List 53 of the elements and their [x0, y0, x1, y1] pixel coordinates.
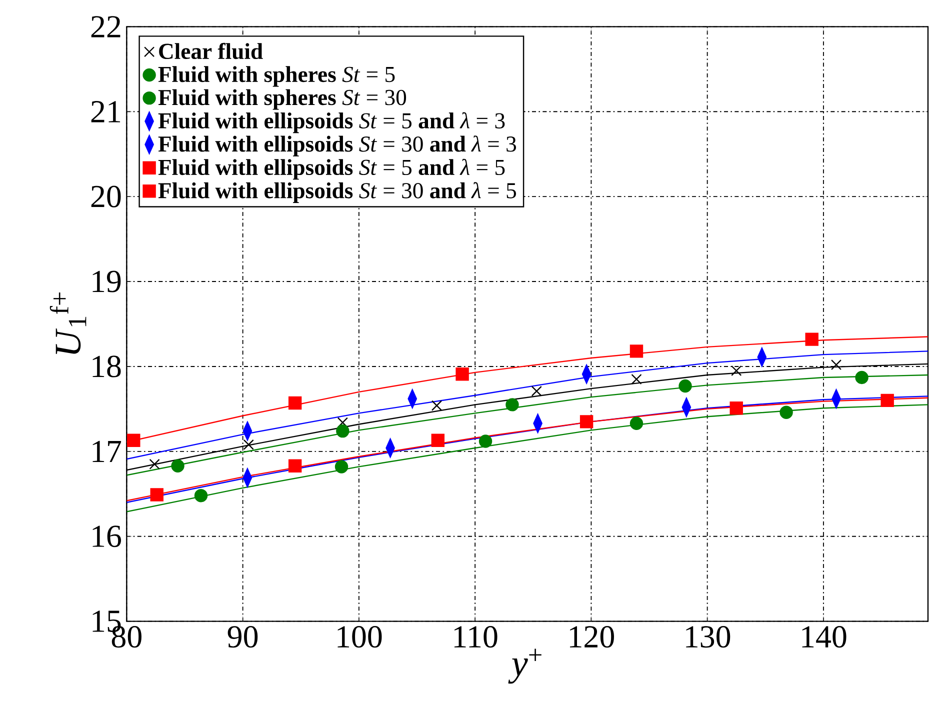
y-tick-label: 21	[91, 100, 120, 122]
point	[337, 417, 348, 428]
x-tick-label: 120	[570, 626, 614, 648]
legend-label: Fluid with ellipsoids St = 5 and λ = 3	[158, 112, 505, 133]
y-axis-title: U$_{1}$f+	[50, 292, 86, 354]
point	[150, 488, 164, 502]
point	[830, 359, 842, 370]
point	[478, 434, 492, 448]
point	[805, 332, 818, 346]
point	[630, 416, 644, 430]
legend-label: Fluid with ellipsoids St = 30 and λ = 3	[158, 135, 516, 156]
line-series	[126, 350, 928, 460]
point	[149, 458, 160, 470]
y-tick-label: 20	[91, 186, 121, 208]
point	[243, 439, 254, 450]
point	[288, 459, 302, 472]
point	[631, 374, 642, 384]
legend-label: Fluid with ellipsoids St = 30 and λ = 5	[158, 182, 516, 203]
point	[855, 370, 868, 384]
y-tick-label: 19	[92, 270, 121, 292]
point	[456, 367, 469, 381]
point	[678, 379, 692, 392]
point	[506, 398, 519, 412]
y-tick-label: 18	[92, 356, 121, 378]
legend-label: Fluid with spheres St = 5	[158, 66, 395, 87]
point	[194, 488, 208, 502]
x-axis-title: y$^{+}$	[508, 648, 542, 684]
x-tick-label: 90	[228, 626, 258, 648]
legend-label: Clear fluid	[159, 42, 263, 59]
legend-label: Fluid with spheres St = 30	[158, 89, 406, 110]
x-tick-label: 130	[686, 626, 730, 648]
point	[730, 401, 743, 415]
point	[580, 414, 594, 428]
x-tick-label: 140	[802, 626, 846, 648]
x-tick-label: 100	[338, 626, 382, 648]
point	[336, 424, 350, 438]
x-tick-label: 110	[454, 626, 498, 648]
point	[127, 434, 140, 447]
y-tick-label: 16	[92, 525, 121, 547]
point	[431, 434, 445, 447]
point	[431, 400, 442, 411]
point	[171, 459, 184, 472]
point	[288, 396, 302, 410]
point	[880, 394, 894, 407]
point	[334, 460, 348, 474]
point	[630, 344, 644, 358]
point	[531, 386, 542, 396]
line-series	[126, 404, 928, 512]
legend-label: Fluid with ellipsoids St = 5 and λ = 5	[158, 158, 505, 180]
y-tick-label: 22	[91, 16, 120, 38]
y-tick-label: 17	[92, 440, 122, 462]
point	[731, 365, 742, 376]
point	[780, 406, 793, 419]
